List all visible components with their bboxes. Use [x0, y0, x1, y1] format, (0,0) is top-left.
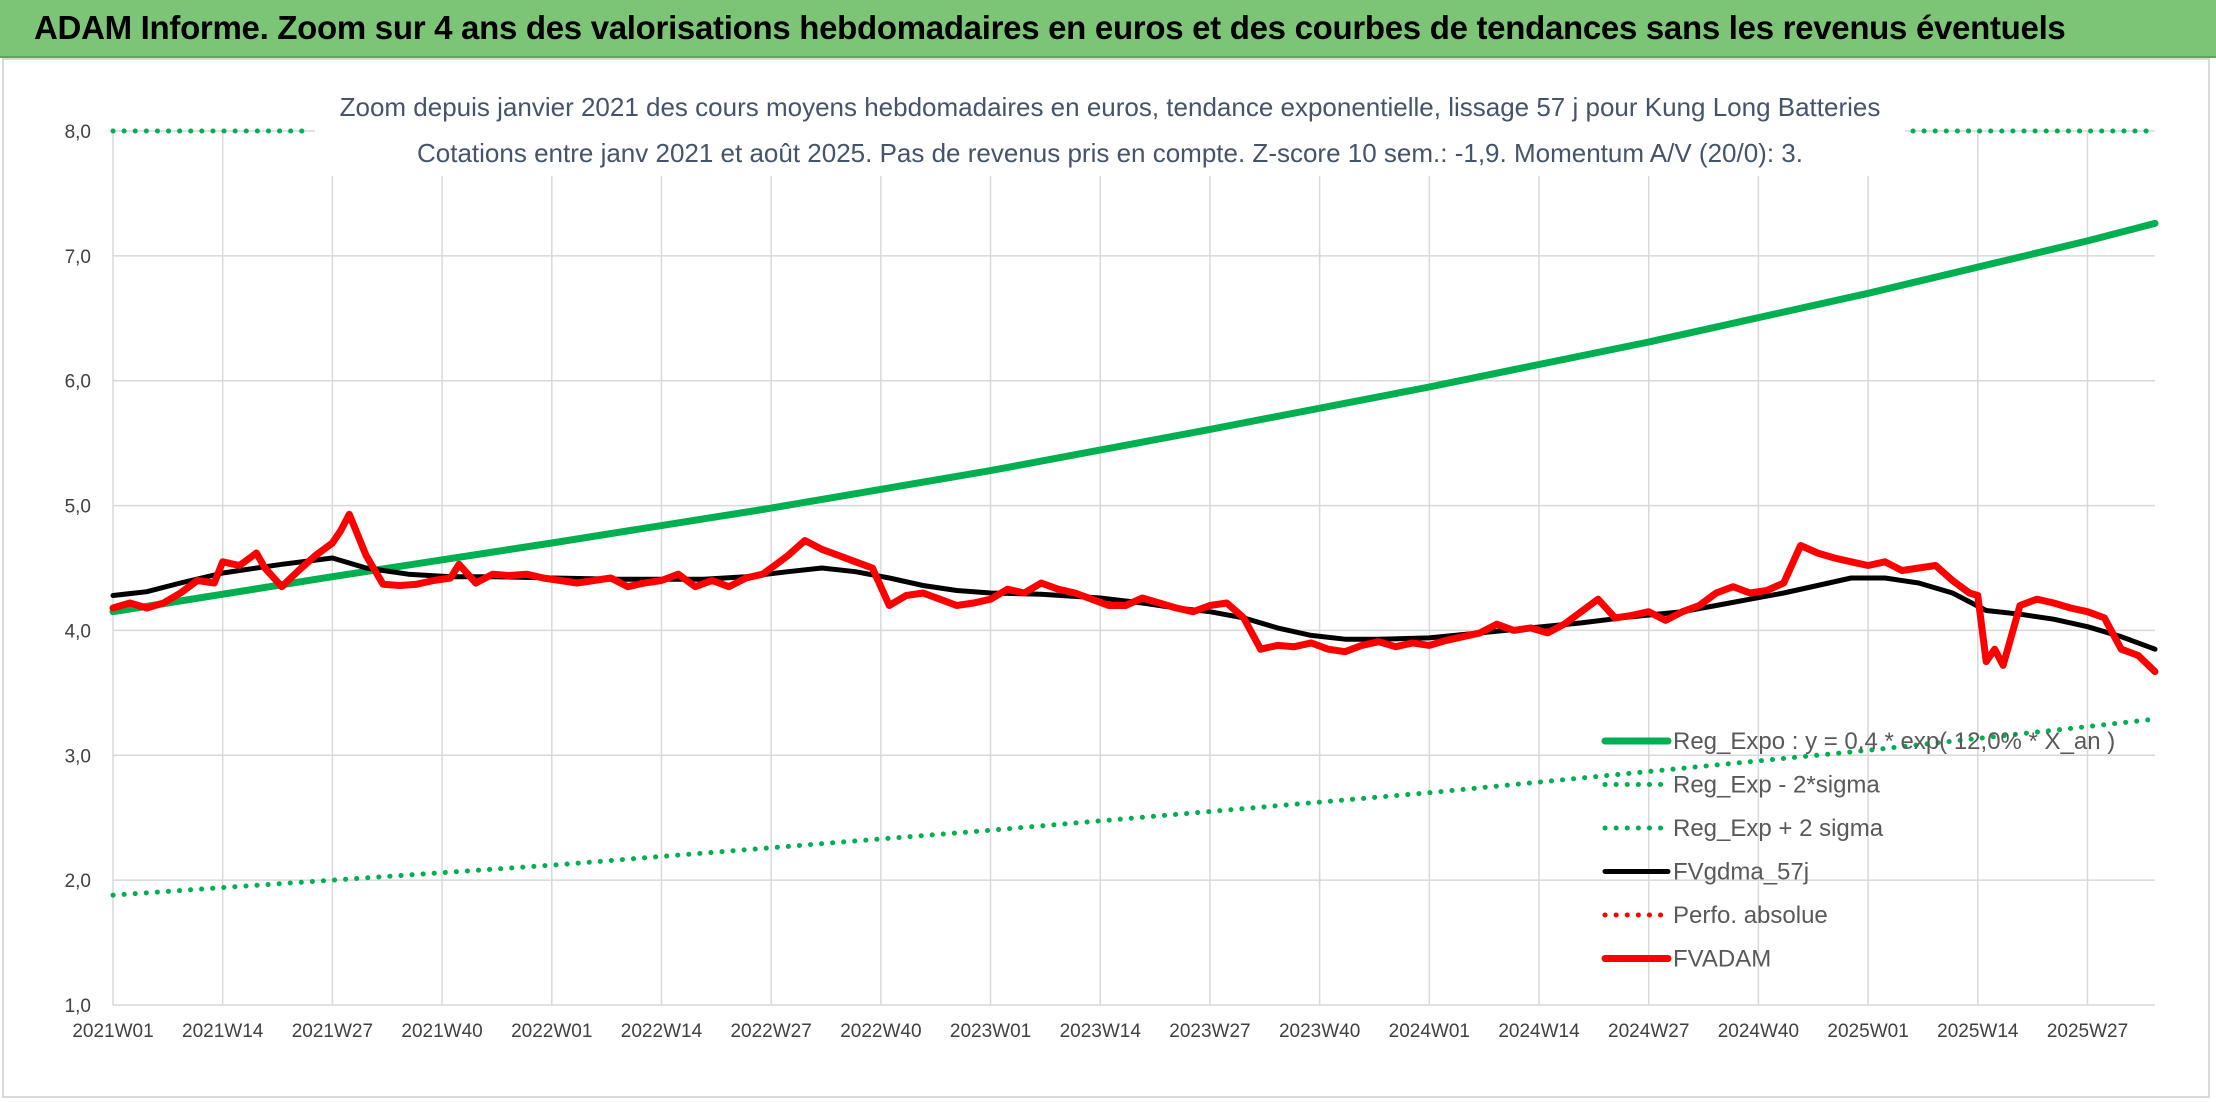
x-tick-label: 2025W01	[1827, 1021, 1908, 1042]
axis-labels: 1,0 2,0 3,0 4,0 5,0 6,0 7,0 8,0 2021W01 2021W14 20…	[65, 122, 2129, 1042]
title-backdrop	[315, 80, 1905, 176]
legend-label: Reg_Exp - 2*sigma	[1673, 772, 1880, 799]
y-tick-label: 2,0	[65, 871, 91, 892]
x-tick-label: 2021W40	[401, 1021, 482, 1042]
chart-frame	[2, 58, 2210, 1098]
x-tick-label: 2025W14	[1937, 1021, 2019, 1042]
x-tick-label: 2022W14	[621, 1021, 703, 1042]
x-tick-label: 2023W01	[950, 1021, 1031, 1042]
y-tick-label: 3,0	[65, 746, 91, 767]
x-tick-label: 2023W27	[1169, 1021, 1250, 1042]
x-tick-label: 2024W14	[1498, 1021, 1580, 1042]
y-tick-label: 1,0	[65, 996, 91, 1017]
chart-title-line2: Cotations entre janv 2021 et août 2025. …	[417, 138, 1803, 168]
legend-label: Reg_Expo : y = 0,4 * exp( 12,0% * X_an )	[1673, 728, 2115, 755]
legend: Reg_Expo : y = 0,4 * exp( 12,0% * X_an )…	[1601, 728, 2115, 973]
grid-lines	[112, 130, 2155, 1006]
x-tick-label: 2024W27	[1608, 1021, 1689, 1042]
x-tick-label: 2024W40	[1718, 1021, 1799, 1042]
legend-label: Reg_Exp + 2 sigma	[1673, 815, 1884, 842]
series-line	[109, 510, 2159, 676]
x-tick-label: 2021W27	[292, 1021, 373, 1042]
y-tick-label: 8,0	[65, 122, 91, 143]
title-bar: ADAM Informe. Zoom sur 4 ans des valoris…	[0, 0, 2216, 58]
x-tick-label: 2022W27	[730, 1021, 811, 1042]
x-tick-label: 2025W27	[2047, 1021, 2128, 1042]
y-tick-label: 7,0	[65, 247, 91, 268]
y-tick-label: 5,0	[65, 497, 91, 518]
x-tick-label: 2021W14	[182, 1021, 264, 1042]
page-title: ADAM Informe. Zoom sur 4 ans des valoris…	[34, 9, 2066, 46]
series-layer	[109, 128, 2159, 898]
x-tick-label: 2022W01	[511, 1021, 592, 1042]
legend-label: FVgdma_57j	[1673, 859, 1809, 886]
x-tick-label: 2023W14	[1060, 1021, 1142, 1042]
series-line	[110, 716, 2158, 898]
legend-label: FVADAM	[1673, 946, 1771, 973]
x-tick-label: 2023W40	[1279, 1021, 1360, 1042]
legend-label: Perfo. absolue	[1673, 902, 1828, 929]
y-tick-label: 6,0	[65, 372, 91, 393]
y-tick-label: 4,0	[65, 621, 91, 642]
series-line	[109, 219, 2159, 616]
x-tick-label: 2024W01	[1389, 1021, 1470, 1042]
x-tick-label: 2021W01	[72, 1021, 153, 1042]
chart-title-line1: Zoom depuis janvier 2021 des cours moyen…	[340, 92, 1881, 122]
x-tick-label: 2022W40	[840, 1021, 921, 1042]
